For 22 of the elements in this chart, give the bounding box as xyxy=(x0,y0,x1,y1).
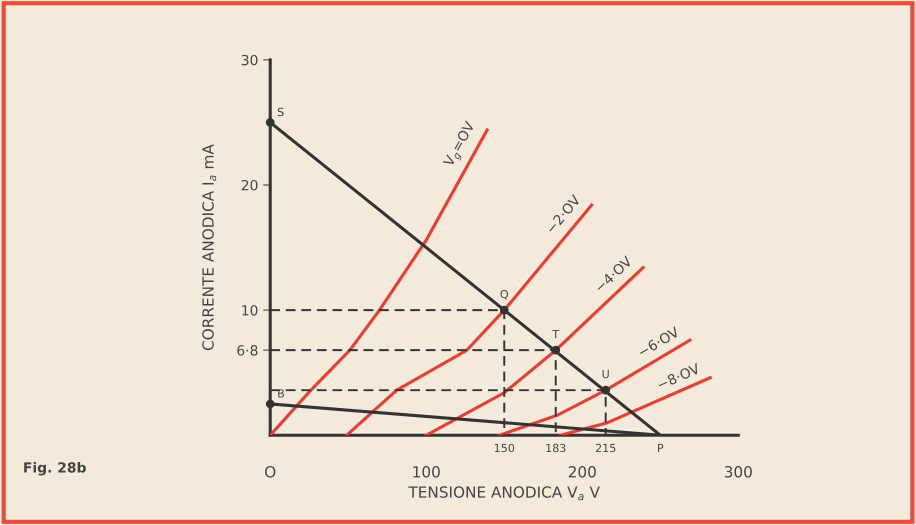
annotation: Q xyxy=(500,290,508,300)
x-tick-label: O xyxy=(265,466,276,478)
x-tick-label: 300 xyxy=(724,466,752,478)
text: V$_{g}$=OV xyxy=(442,120,479,170)
x-tick-label: 100 xyxy=(413,466,440,478)
annotation: T xyxy=(552,330,560,338)
x-tick-label: 200 xyxy=(568,466,596,478)
annotation: 183 xyxy=(546,444,566,452)
y-tick-label: 30 xyxy=(242,54,258,66)
caption: Fig. 28b xyxy=(24,462,86,476)
annotation: P xyxy=(658,444,664,452)
y-tick-label: 20 xyxy=(242,180,258,190)
text: −8·OV xyxy=(656,362,701,390)
annotation: B xyxy=(278,389,284,398)
annotation: 150 xyxy=(494,444,514,452)
annotation: S xyxy=(278,108,284,116)
y-axis-title: CORRENTE ANODICA I$_{a}$ mA xyxy=(202,144,216,350)
y-tick-label: 10 xyxy=(242,305,258,316)
y-tick-label: 6·8 xyxy=(237,345,258,356)
annotation: U xyxy=(602,370,609,378)
x-axis-title: TENSIONE ANODICA V$_{a}$ V xyxy=(408,486,600,500)
annotation: 215 xyxy=(596,444,616,452)
